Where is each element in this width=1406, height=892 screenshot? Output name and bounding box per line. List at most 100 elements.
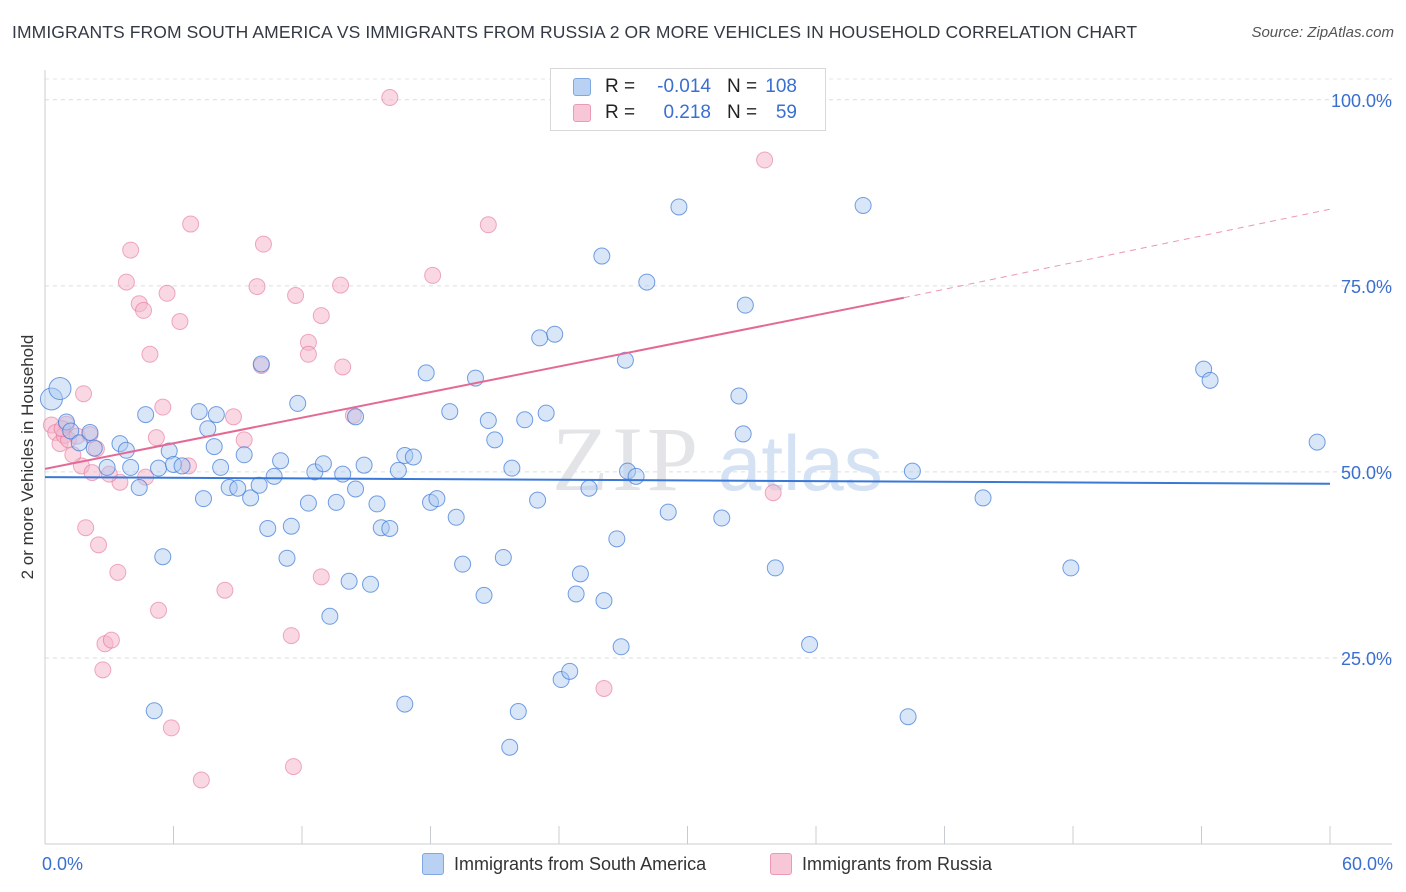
south-america-point [272,452,290,470]
south-america-point [57,413,75,431]
south-america-point [546,325,564,343]
russia-point [248,278,266,296]
south-america-point [736,296,754,314]
russia-point [154,398,172,416]
source-label: Source: ZipAtlas.com [1251,24,1394,41]
russia-point [90,536,108,554]
russia-trend-line [44,296,905,470]
south-america-point [372,519,390,537]
russia-point [109,563,127,581]
russia-point [282,627,300,645]
south-america-point [48,377,72,401]
south-america-point [278,549,296,567]
russia-points [42,89,782,789]
south-america-points [39,196,1326,756]
south-america-point [531,329,549,347]
south-america-point [160,442,178,460]
south-america-point [670,198,688,216]
russia-point [94,661,112,679]
south-america-point [389,461,407,479]
south-america-point [447,508,465,526]
russia-point [235,431,253,449]
russia-trend-extension [903,208,1331,299]
south-america-point [638,273,656,291]
south-america-point [340,572,358,590]
south-america-point [801,636,819,654]
chart-title: IMMIGRANTS FROM SOUTH AMERICA VS IMMIGRA… [12,22,1138,42]
russia-point [334,358,352,376]
south-america-point [608,530,626,548]
grid-layer [45,78,1392,659]
south-america-point [137,406,155,424]
russia-point [756,151,774,169]
russia-point [77,519,95,537]
x-tick-label-min: 0.0% [42,854,83,874]
south-america-point [212,458,230,476]
south-america-point [567,585,585,603]
south-america-point [250,476,268,494]
south-america-point [252,355,270,373]
russia-point [479,216,497,234]
legend-row-russia: R = 0.218 N = 59 [573,101,797,125]
south-america-point [70,434,88,452]
legend-n-label: N = [727,76,758,97]
south-america-point [529,491,547,509]
south-america-point [259,519,277,537]
south-america-point [1201,371,1219,389]
russia-point [182,215,200,233]
bottom-legend-label-south-america: Immigrants from South America [454,853,707,874]
south-america-point [713,509,731,527]
russia-point [381,89,399,107]
south-america-point [903,462,921,480]
russia-point [424,266,442,284]
south-america-point [98,458,116,476]
south-america-point [516,411,534,429]
russia-point [284,758,302,776]
russia-point [216,581,234,599]
russia-point [287,287,305,305]
south-america-point [190,403,208,421]
south-america-point [265,467,283,485]
legend-swatch-blue [573,78,591,96]
south-america-point [730,387,748,405]
south-america-point [289,394,307,412]
russia-point [224,408,242,426]
tick-labels: 25.0% 50.0% 75.0% 100.0% 0.0% 60.0% [42,91,1393,874]
south-america-point [486,431,504,449]
south-america-point [117,441,135,459]
south-america-point [974,489,992,507]
south-america-point [537,404,555,422]
russia-point [117,273,135,291]
russia-point [141,345,159,363]
south-america-point [122,458,140,476]
south-america-point [595,592,613,610]
south-america-point [1062,559,1080,577]
south-america-point [347,408,365,426]
south-america-point [62,422,80,440]
south-america-point [854,196,872,214]
legend-r-value: 0.218 [663,102,711,123]
south-america-point [479,412,497,430]
south-america-trend-line [44,476,1331,485]
south-america-point [165,455,182,473]
south-america-point [130,479,148,497]
south-america-point [396,695,414,713]
russia-point [102,631,120,649]
south-america-point [242,489,260,507]
south-america-point [220,479,238,497]
south-america-point [194,490,212,508]
south-america-point [207,406,225,424]
south-america-point [475,586,493,604]
bottom-legend-swatch-pink [770,853,792,875]
russia-point [332,276,350,294]
south-america-point [362,575,380,593]
legend-n-value: 59 [775,102,797,123]
y-tick-label: 75.0% [1341,277,1392,297]
south-america-point [441,403,459,421]
south-america-point [593,247,611,265]
trend-lines [44,208,1331,485]
south-america-point [85,439,103,457]
south-america-point [347,480,365,498]
south-america-point [173,457,191,475]
